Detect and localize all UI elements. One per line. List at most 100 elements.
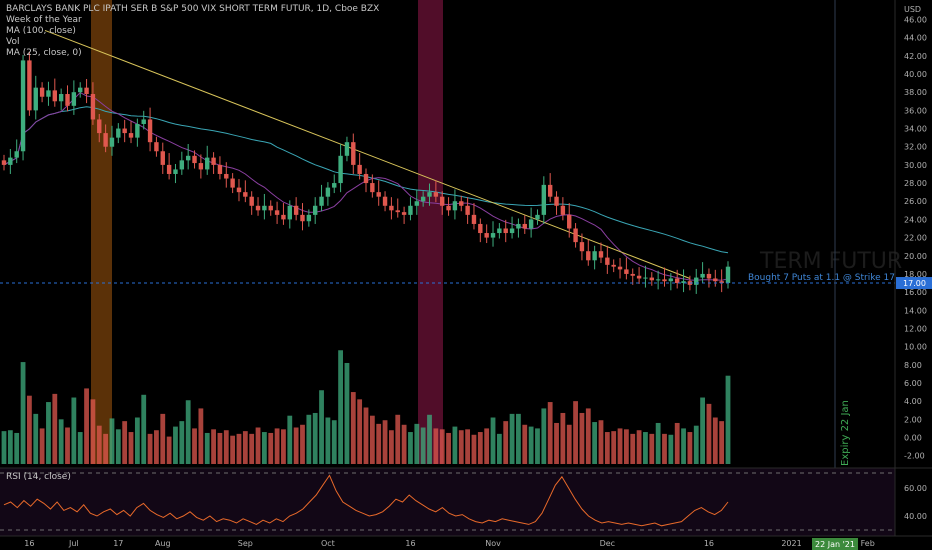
volume-bar (573, 401, 578, 464)
candle-body (293, 205, 299, 215)
y-tick-label: 32.00 (904, 143, 927, 152)
y-tick-label: 24.00 (904, 215, 927, 224)
y-tick-label: -2.00 (904, 452, 925, 461)
candle-body (446, 205, 451, 211)
y-tick-label: 2.00 (904, 415, 922, 424)
volume-bar (369, 415, 375, 464)
volume-bar (363, 407, 369, 464)
candle-body (547, 184, 553, 197)
volume-bar (516, 413, 521, 464)
candle-body (503, 228, 508, 234)
candle-body (109, 137, 115, 147)
candle-body (97, 119, 102, 134)
candle-body (205, 157, 210, 170)
volume-bar (452, 426, 458, 464)
candle-body (179, 160, 185, 170)
candle-body (567, 214, 572, 229)
y-tick-label: 26.00 (904, 197, 927, 206)
candle-body (420, 196, 426, 202)
y-tick-label: 36.00 (904, 106, 927, 115)
volume-bar (604, 432, 610, 464)
volume-bar (46, 402, 51, 464)
volume-bar (242, 431, 248, 464)
candle-body (147, 119, 153, 143)
y-tick-label: 44.00 (904, 34, 927, 43)
volume-bar (268, 432, 274, 464)
y-tick-label: 46.00 (904, 16, 927, 25)
price-axis: USD 46.00 44.00 42.00 40.00 38.00 36.00 34.00 32… (894, 0, 932, 536)
y-tick-label: 28.00 (904, 179, 927, 188)
volume-bar (535, 428, 540, 464)
x-tick-label: 17 (113, 539, 123, 548)
candle-body (668, 278, 674, 282)
candle-body (389, 205, 394, 211)
week-highlight-band (418, 0, 443, 464)
candle-body (166, 164, 172, 174)
candle-body (160, 151, 165, 165)
candle-body (681, 281, 686, 284)
volume-bar (306, 414, 312, 464)
candle-body (706, 273, 712, 279)
volume-bar (458, 430, 464, 464)
candle-body (725, 266, 731, 284)
candle-body (687, 281, 693, 285)
last-price-value: 17.00 (903, 279, 926, 288)
volume-bar (204, 432, 210, 464)
volume-bar (408, 432, 413, 464)
currency-label: USD (904, 5, 921, 14)
candle-body (351, 142, 356, 165)
volume-bar (14, 432, 20, 464)
volume-bar (560, 412, 566, 464)
volume-bar (58, 419, 64, 464)
candle-series (1, 51, 731, 294)
candle-body (1, 160, 7, 165)
candle-body (325, 187, 331, 197)
candle-body (154, 142, 159, 152)
candle-body (541, 184, 547, 215)
candle-body (8, 157, 13, 165)
volume-bar (287, 415, 293, 464)
volume-bar (382, 420, 388, 464)
volume-bar (185, 400, 191, 464)
volume-bar (674, 422, 680, 464)
x-tick-label: Dec (600, 539, 615, 548)
candle-body (401, 212, 407, 215)
volume-bar (7, 430, 13, 464)
volume-bar (223, 430, 229, 464)
volume-bar (503, 421, 509, 464)
volume-bar (687, 432, 693, 464)
candle-body (630, 273, 635, 276)
x-tick-label: 16 (24, 539, 34, 548)
volume-bar (712, 417, 718, 464)
volume-bar (427, 414, 432, 464)
rsi-tick-label: 40.00 (904, 512, 927, 521)
volume-bar (541, 408, 547, 464)
volume-bar (662, 433, 667, 464)
candle-body (103, 133, 108, 147)
candle-body (662, 279, 667, 282)
candle-body (78, 87, 83, 93)
volume-bar (179, 421, 185, 464)
volume-bar (122, 421, 128, 464)
candle-body (281, 214, 286, 220)
volume-bar (249, 433, 255, 464)
candle-body (14, 151, 19, 158)
volume-bar (700, 397, 705, 464)
volume-bar (350, 392, 356, 464)
candle-body (414, 201, 420, 206)
candle-body (262, 205, 267, 211)
volume-bar (20, 362, 26, 464)
volume-bar (312, 412, 318, 464)
last-price-badge (896, 277, 932, 290)
time-axis: 16 Jul 17 Aug Sep Oct 16 Nov Dec 16 2021 Feb 22 Jan … (0, 535, 932, 550)
candle-body (509, 228, 515, 234)
volume-bar (617, 428, 623, 464)
volume-bar (509, 413, 515, 464)
candle-body (433, 192, 439, 197)
x-tick-label: Jul (68, 539, 79, 548)
volume-bar (198, 408, 204, 464)
x-tick-label: 16 (405, 539, 415, 548)
candle-body (478, 223, 483, 234)
volume-bar (71, 397, 77, 464)
